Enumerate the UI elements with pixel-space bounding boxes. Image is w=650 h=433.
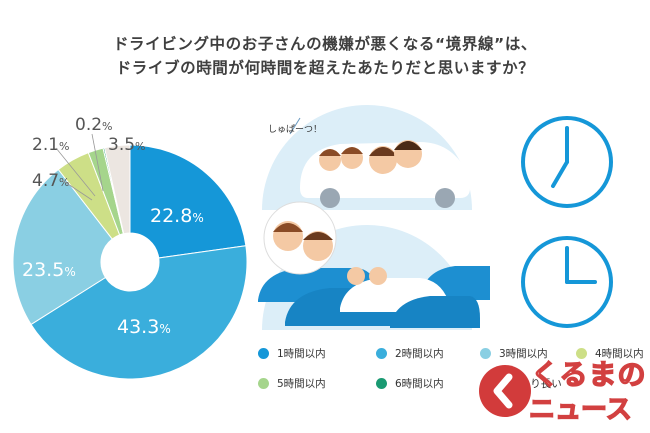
logo-text-line-2: ニュース [528,394,632,425]
traffic-jam [258,266,490,328]
legend-label: 5時間以内 [277,378,326,390]
legend-item-1: 1時間以内 [258,346,326,361]
legend-swatch [258,348,269,359]
chart-title: ドライビング中のお子さんの機嫌が悪くなる“境界線”は、 ドライブの時間が何時間を… [0,32,650,80]
speech-bubble: しゅぱーつ！ [268,117,322,135]
logo-mark-icon [479,365,531,417]
legend-label: 3時間以内 [499,348,548,360]
slice-label-6: 0.2% [75,115,113,135]
leader-line-2 [55,147,96,197]
leader-line-1 [61,179,93,201]
kurumano-news-logo: くるまの ニュース [477,349,646,427]
legend-label: 2時間以内 [395,348,444,360]
speech-text: しゅぱーつ！ [268,124,322,135]
legend-swatch [480,348,491,359]
legend-item-2: 2時間以内 [376,346,444,361]
legend-label: 1時間以内 [277,348,326,360]
happy-car [300,140,470,208]
legend-swatch [376,378,387,389]
slice-label-5: 2.1% [32,135,70,155]
legend-item-3: 3時間以内 [480,346,548,361]
clock-2-icon [521,236,613,328]
legend-item-6: 6時間以内 [376,376,444,391]
legend-item-5: 5時間以内 [258,376,326,391]
slice-label-3: 23.5% [22,259,76,281]
legend-label: 4時間以内 [595,348,644,360]
slice-label-7: 3.5% [108,135,146,155]
pie-slice-1 [129,144,247,259]
pie-slice-3 [12,168,113,326]
pie-slice-2 [30,245,248,380]
title-line-2: ドライブの時間が何時間を超えたあたりだと思いますか？ [115,59,535,77]
logo-text-line-1: くるまの [530,357,647,391]
legend-swatch [258,378,269,389]
upset-kids-bubble [263,201,337,275]
legend-label: 6時間以内 [395,378,444,390]
slice-label-4: 4.7% [32,171,70,191]
pie-slice-7 [103,144,131,235]
legend-swatch [376,348,387,359]
title-line-1: ドライビング中のお子さんの機嫌が悪くなる“境界線”は、 [112,35,538,53]
slice-label-1: 22.8% [150,205,204,227]
leader-line-3 [91,133,104,192]
clock-1-icon [521,116,613,208]
legend-swatch [576,348,587,359]
slice-label-2: 43.3% [117,316,171,338]
legend-item-4: 4時間以内 [576,346,644,361]
